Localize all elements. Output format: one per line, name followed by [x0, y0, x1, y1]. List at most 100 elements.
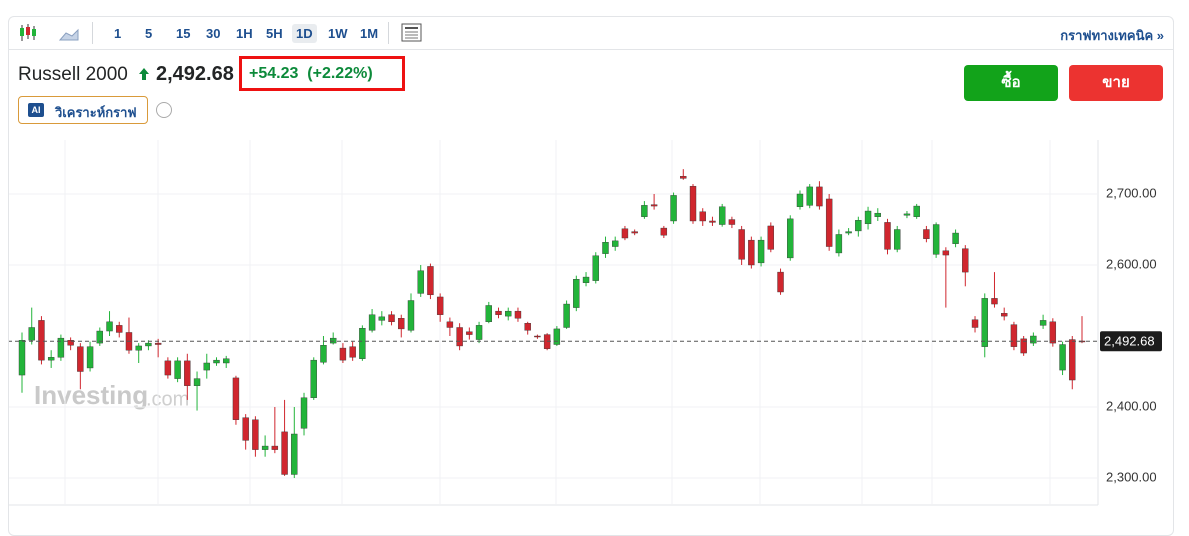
candle-body: [942, 250, 950, 256]
watermark-brand: Investing: [34, 380, 148, 410]
candle-body: [154, 342, 162, 345]
candle-body: [777, 271, 784, 293]
info-icon[interactable]: [156, 102, 172, 118]
candle-body: [835, 234, 843, 254]
candle-body: [787, 218, 794, 259]
candle-body: [203, 362, 210, 371]
candle-body: [38, 320, 45, 361]
candle-body: [845, 231, 852, 234]
candle-body: [932, 224, 940, 255]
candle-body: [514, 310, 522, 319]
candle-body: [184, 360, 191, 386]
candle-body: [349, 346, 356, 358]
candle-body: [923, 229, 930, 239]
interval-button[interactable]: 5: [145, 26, 153, 41]
buy-button[interactable]: ซื้อ: [964, 65, 1058, 101]
candle-body: [261, 445, 269, 450]
candle-body: [641, 205, 648, 217]
candle-body: [485, 305, 492, 323]
candle-body: [223, 358, 230, 364]
candle-body: [689, 185, 697, 222]
ai-label: วิเคราะห์กราฟ: [55, 105, 137, 120]
interval-button[interactable]: 1M: [360, 26, 379, 41]
candle-body: [77, 346, 84, 372]
interval-button[interactable]: 15: [176, 26, 191, 41]
candle-body: [1049, 321, 1057, 344]
candle-body: [28, 327, 35, 341]
candle-body: [680, 176, 687, 179]
candle-body: [816, 186, 823, 207]
technical-chart-link[interactable]: กราฟทางเทคนิค »: [1060, 28, 1164, 43]
candle-body: [505, 310, 512, 317]
candle-body: [728, 219, 736, 225]
interval-button[interactable]: 1D: [292, 24, 317, 43]
instrument-name: Russell 2000: [18, 64, 128, 85]
separator: [92, 22, 93, 44]
candle-body: [709, 220, 716, 223]
candle-body: [57, 337, 65, 358]
last-price-label: 2,492.68: [1104, 334, 1155, 349]
candle-body: [534, 335, 541, 338]
candle-body: [991, 298, 998, 305]
y-tick-label: 2,600.00: [1106, 256, 1157, 271]
candle-body: [242, 417, 249, 441]
candle-body: [174, 360, 181, 379]
candle-body: [232, 377, 240, 420]
candle-body: [96, 330, 103, 344]
candle-body: [1069, 339, 1076, 381]
interval-button[interactable]: 5H: [266, 26, 283, 41]
interval-button[interactable]: 1W: [328, 26, 348, 41]
interval-button[interactable]: 30: [206, 26, 221, 41]
up-arrow: [139, 68, 149, 80]
candle-body: [1020, 338, 1027, 354]
separator: [388, 22, 389, 44]
candle-body: [796, 193, 804, 207]
candle-body: [874, 212, 881, 217]
candle-body: [621, 228, 629, 239]
sell-button[interactable]: ขาย: [1069, 65, 1163, 101]
candle-body: [436, 296, 444, 315]
interval-button[interactable]: 1H: [236, 26, 253, 41]
candle-body: [310, 359, 317, 398]
y-tick-label: 2,300.00: [1106, 469, 1157, 484]
candle-body: [582, 276, 590, 283]
candle-body: [388, 314, 395, 323]
change: +54.23: [249, 65, 299, 82]
candle-body: [1059, 344, 1066, 371]
watermark-suffix: .com: [146, 388, 189, 410]
candle-body: [145, 342, 152, 347]
candle-body: [864, 210, 872, 225]
candle-body: [193, 378, 201, 386]
candle-body: [359, 327, 366, 359]
chart: Investing .com 2,300.00 2,400.00 2,600.00 2…: [8, 140, 1162, 506]
last-price-box: [1100, 331, 1162, 352]
candle-body: [116, 325, 123, 333]
candle-body: [699, 211, 706, 222]
change-percent: (+2.22%): [307, 65, 373, 82]
news-icon[interactable]: [400, 21, 424, 45]
candle-body: [320, 345, 327, 363]
candle-body: [650, 204, 658, 207]
candle-body: [271, 445, 279, 450]
candle-body: [1030, 335, 1037, 344]
toolbar-icons[interactable]: [8, 16, 98, 50]
candle-body: [631, 231, 638, 234]
candle-body: [86, 346, 94, 369]
price: 2,492.68: [156, 63, 234, 85]
candle-body: [164, 360, 172, 376]
change-box: +54.23 (+2.22%): [239, 56, 405, 91]
candle-body: [291, 433, 298, 475]
interval-button[interactable]: 1: [114, 26, 122, 41]
candle-body: [378, 316, 386, 321]
candle-body: [806, 186, 813, 206]
candle-body: [47, 357, 55, 361]
candle-body: [368, 314, 376, 331]
candle-body: [573, 279, 580, 308]
candle-body: [417, 270, 424, 294]
ai-button[interactable]: AI วิเคราะห์กราฟ: [18, 96, 148, 124]
candle-body: [592, 255, 599, 281]
candle-body: [1039, 320, 1047, 326]
candle-body: [894, 229, 901, 250]
candle-body: [553, 328, 561, 345]
candle-body: [612, 240, 619, 247]
